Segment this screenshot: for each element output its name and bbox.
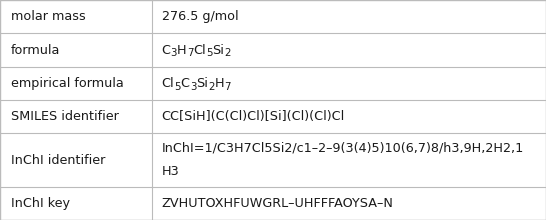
Text: 5: 5 bbox=[206, 48, 212, 58]
Text: InChI identifier: InChI identifier bbox=[11, 154, 105, 167]
Text: Cl: Cl bbox=[162, 77, 174, 90]
Text: InChI=1/C3H7Cl5Si2/c1–2–9(3(4)5)10(6,7)8/h3,9H,2H2,1: InChI=1/C3H7Cl5Si2/c1–2–9(3(4)5)10(6,7)8… bbox=[162, 142, 524, 155]
Text: Si: Si bbox=[196, 77, 208, 90]
Text: empirical formula: empirical formula bbox=[11, 77, 124, 90]
Text: 3: 3 bbox=[190, 82, 196, 92]
Text: ZVHUTOXHFUWGRL–UHFFFAOYSA–N: ZVHUTOXHFUWGRL–UHFFFAOYSA–N bbox=[162, 197, 394, 210]
Text: SMILES identifier: SMILES identifier bbox=[11, 110, 119, 123]
Text: Si: Si bbox=[212, 44, 224, 57]
Text: Cl: Cl bbox=[193, 44, 206, 57]
Text: 7: 7 bbox=[187, 48, 193, 58]
Text: 2: 2 bbox=[208, 82, 215, 92]
Text: formula: formula bbox=[11, 44, 60, 57]
Text: H: H bbox=[215, 77, 224, 90]
Text: 5: 5 bbox=[174, 82, 181, 92]
Text: CC[SiH](C(Cl)Cl)[Si](Cl)(Cl)Cl: CC[SiH](C(Cl)Cl)[Si](Cl)(Cl)Cl bbox=[162, 110, 345, 123]
Text: molar mass: molar mass bbox=[11, 10, 86, 23]
Text: 7: 7 bbox=[224, 82, 230, 92]
Text: 3: 3 bbox=[170, 48, 177, 58]
Text: C: C bbox=[162, 44, 170, 57]
Text: H3: H3 bbox=[162, 165, 180, 178]
Text: 2: 2 bbox=[224, 48, 230, 58]
Text: H: H bbox=[177, 44, 187, 57]
Text: C: C bbox=[181, 77, 190, 90]
Text: 276.5 g/mol: 276.5 g/mol bbox=[162, 10, 238, 23]
Text: InChI key: InChI key bbox=[11, 197, 70, 210]
